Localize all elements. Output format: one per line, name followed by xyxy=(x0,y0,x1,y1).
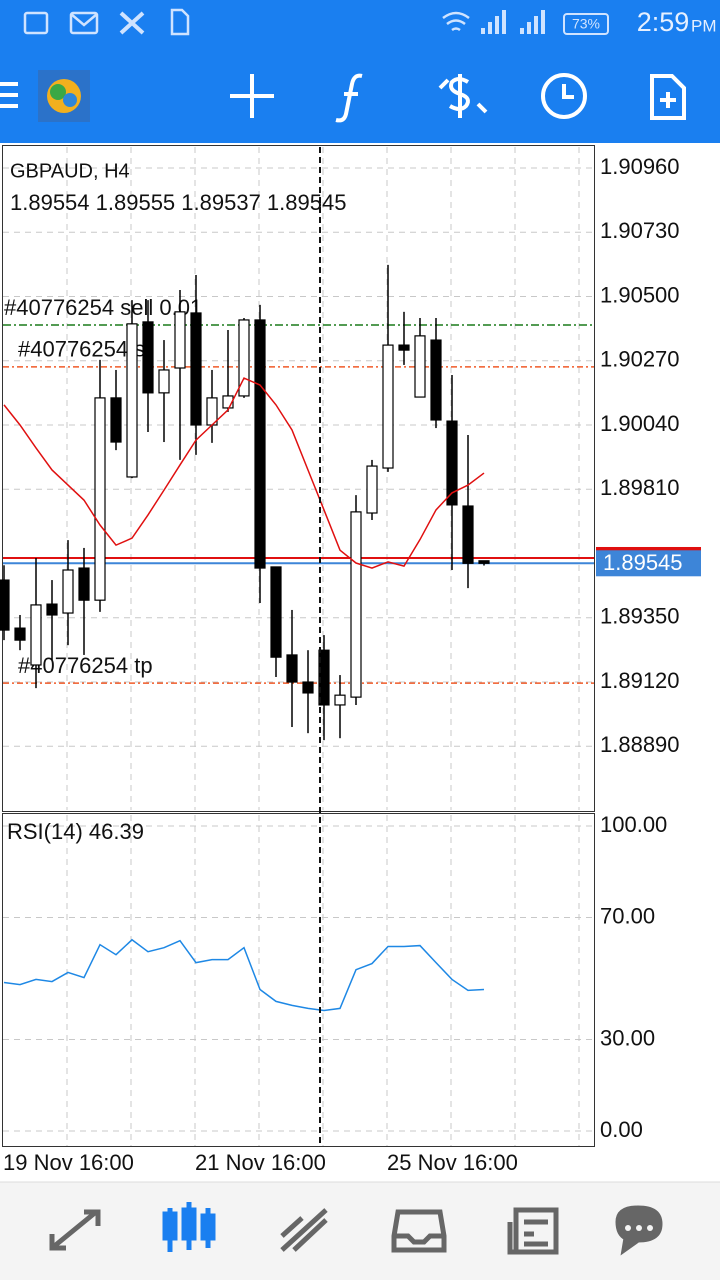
history-button[interactable] xyxy=(541,73,587,119)
candle-body xyxy=(414,335,426,398)
x-tick-label: 25 Nov 16:00 xyxy=(387,1150,518,1175)
candle-body xyxy=(78,567,90,601)
symbol-title: GBPAUD, H4 xyxy=(10,160,130,182)
status-bar xyxy=(0,0,720,45)
candle-body xyxy=(462,505,474,564)
x-tick-label: 19 Nov 16:00 xyxy=(3,1150,134,1175)
y-tick-label: 0.00 xyxy=(600,1117,643,1142)
candle-body xyxy=(398,344,410,351)
clock: 2:59 xyxy=(637,7,690,37)
candle-body xyxy=(238,319,250,397)
news-tab[interactable] xyxy=(507,1207,559,1255)
rsi-line xyxy=(3,938,485,1012)
crosshair-button[interactable] xyxy=(230,74,274,118)
candle-body xyxy=(366,465,378,514)
candle-body xyxy=(14,627,26,641)
y-tick-label: 70.00 xyxy=(600,903,655,928)
bottom-nav-icons xyxy=(49,1202,663,1256)
bottom-nav xyxy=(0,1182,720,1280)
y-tick-label: 1.89120 xyxy=(600,668,680,693)
candle-body xyxy=(126,323,138,478)
candle-body xyxy=(0,579,10,631)
chart-layer: 1.88890 1.89120 1.89350 1.89810 1.90040 1.902… xyxy=(0,147,701,1175)
y-tick-label: 1.88890 xyxy=(600,732,680,757)
y-tick-label: 1.90960 xyxy=(600,154,680,179)
candle-body xyxy=(222,395,234,409)
candle-body xyxy=(94,397,106,601)
y-tick-label: 1.89350 xyxy=(600,604,680,629)
y-tick-label: 1.90730 xyxy=(600,218,680,243)
order-level-label: #40776254 sell 0.01 xyxy=(4,295,202,320)
price-panel xyxy=(2,145,595,812)
candle-body xyxy=(334,694,346,706)
y-tick-label: 30.00 xyxy=(600,1025,655,1050)
toolbar-icons xyxy=(0,73,686,123)
candle-body xyxy=(142,321,154,394)
candle-body xyxy=(350,511,362,698)
candle-body xyxy=(158,369,170,394)
trade-button[interactable] xyxy=(438,74,488,118)
candle-body xyxy=(270,566,282,658)
candle-body xyxy=(110,397,122,443)
candle-body xyxy=(478,560,490,564)
clock-ampm: PM xyxy=(691,16,717,35)
candle-body xyxy=(30,604,42,666)
y-tick-label: 1.90040 xyxy=(600,411,680,436)
new-order-button[interactable] xyxy=(650,74,686,120)
bid-label: 1.89545 xyxy=(603,550,683,575)
candle-body xyxy=(62,569,74,614)
menu-button[interactable] xyxy=(0,82,18,108)
rsi-title: RSI(14) 46.39 xyxy=(7,819,144,844)
trade-tab[interactable] xyxy=(280,1208,328,1252)
y-tick-label: 1.90270 xyxy=(600,347,680,372)
candle-body xyxy=(190,312,202,426)
battery-level: 73% xyxy=(572,16,600,32)
ask-marker xyxy=(596,546,701,551)
toolbar xyxy=(0,45,720,143)
candle-body xyxy=(446,420,458,506)
bid-label-box xyxy=(596,550,701,577)
y-tick-label: 1.89810 xyxy=(600,475,680,500)
candle-body xyxy=(286,654,298,683)
history-tab[interactable] xyxy=(391,1209,447,1253)
charts-tab[interactable] xyxy=(162,1202,216,1252)
quotes-tab[interactable] xyxy=(49,1209,101,1251)
ohlc-readout: 1.89554 1.89555 1.89537 1.89545 xyxy=(10,190,346,215)
y-tick-label: 100.00 xyxy=(600,812,667,837)
chat-dots xyxy=(625,1225,653,1231)
x-tick-label: 21 Nov 16:00 xyxy=(195,1150,326,1175)
candle-body xyxy=(46,603,58,616)
status-icons xyxy=(23,8,609,36)
candle-body xyxy=(430,339,442,421)
candle-body xyxy=(254,319,266,569)
candle-body xyxy=(302,681,314,694)
rsi-panel xyxy=(2,813,595,1147)
indicators-button[interactable] xyxy=(335,73,363,123)
app-logo xyxy=(38,70,90,122)
candle-body xyxy=(174,311,186,369)
candle-body xyxy=(382,344,394,469)
moving-average xyxy=(3,377,485,569)
y-tick-label: 1.90500 xyxy=(600,282,680,307)
